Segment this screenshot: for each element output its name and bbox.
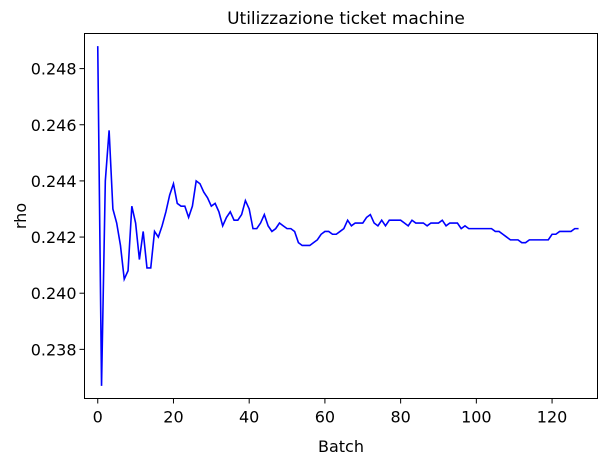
- x-tick-label: 40: [239, 408, 259, 427]
- x-tick-label: 80: [390, 408, 410, 427]
- y-tick-label: 0.244: [31, 172, 77, 191]
- x-tick-label: 0: [93, 408, 103, 427]
- x-tick-label: 100: [461, 408, 492, 427]
- y-tick-label: 0.246: [31, 116, 77, 135]
- chart-title: Utilizzazione ticket machine: [227, 9, 465, 29]
- y-axis: 0.238 0.240 0.242 0.244 0.246 0.248: [31, 60, 85, 359]
- y-axis-label: rho: [11, 203, 30, 229]
- series-line: [96, 46, 579, 386]
- y-tick-label: 0.238: [31, 340, 77, 359]
- x-axis: 0 20 40 60 80 100 120: [93, 398, 568, 427]
- x-tick-label: 120: [537, 408, 568, 427]
- plot-area-frame: [84, 33, 598, 399]
- y-tick-label: 0.242: [31, 228, 77, 247]
- y-tick-label: 0.248: [31, 60, 77, 79]
- x-axis-label: Batch: [318, 437, 364, 456]
- x-tick-label: 60: [315, 408, 335, 427]
- y-tick-label: 0.240: [31, 284, 77, 303]
- x-tick-label: 20: [163, 408, 183, 427]
